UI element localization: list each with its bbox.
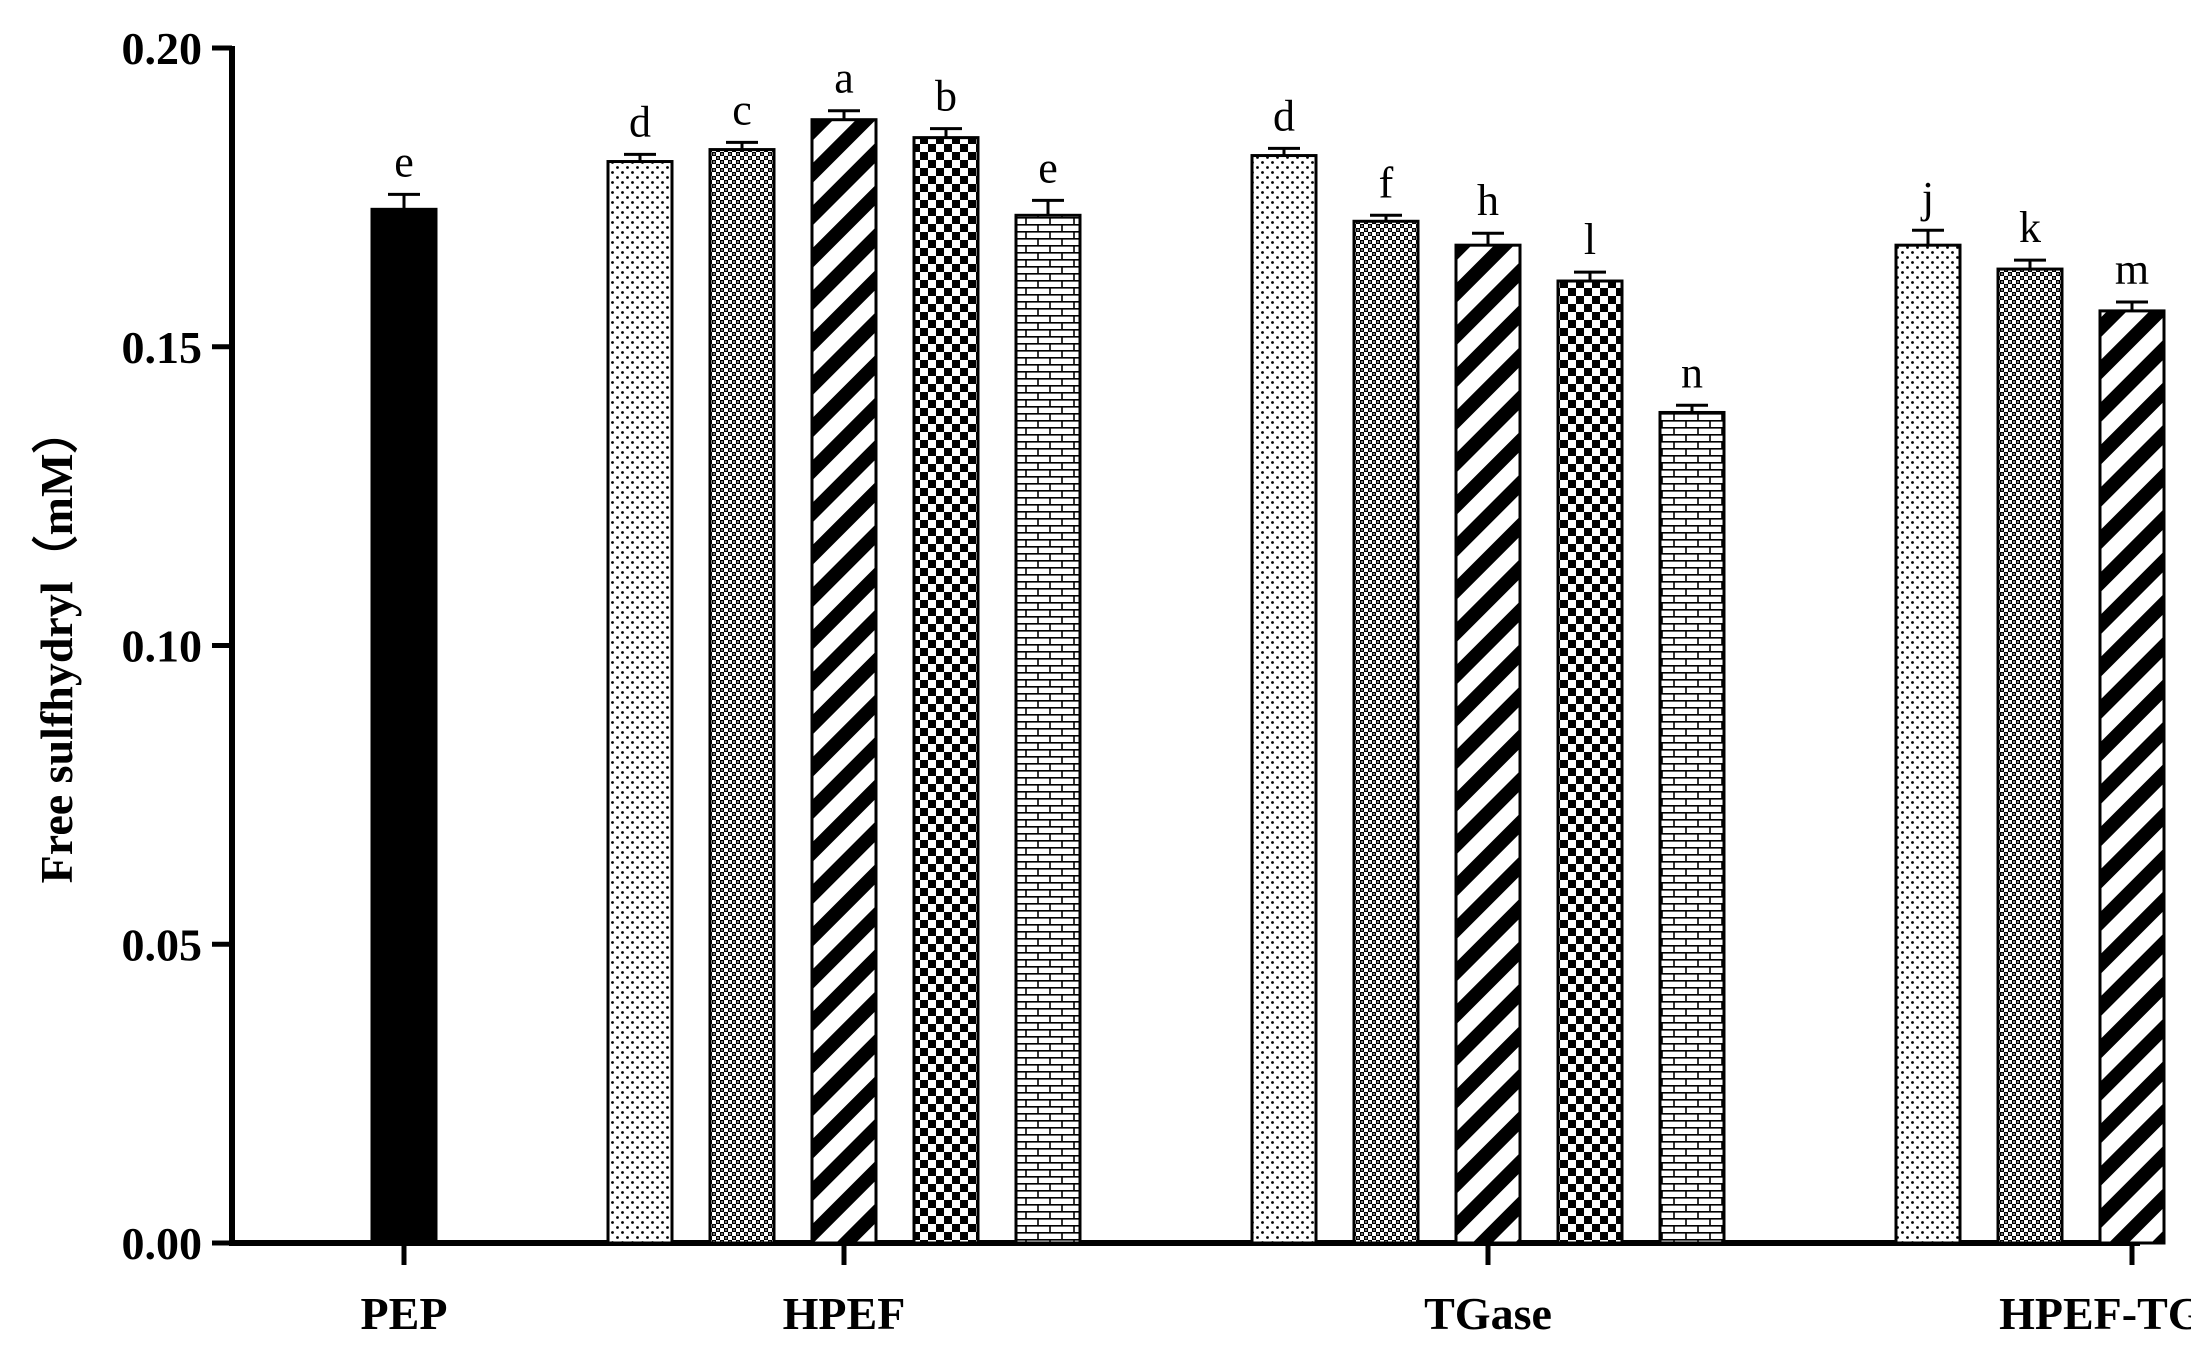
bar-tgase-3 — [1454, 243, 1522, 1245]
significance-label: d — [629, 97, 651, 146]
significance-label: n — [1681, 348, 1703, 397]
y-axis-label: Free sulfhydryl（mM） — [31, 408, 82, 884]
significance-label: a — [834, 54, 854, 103]
y-tick-label: 0.00 — [122, 1218, 203, 1269]
bar-hpef-5 — [1014, 213, 1082, 1245]
x-group-label: HPEF-TGase — [1999, 1288, 2191, 1339]
significance-label: f — [1379, 158, 1394, 207]
y-tick-label: 0.10 — [122, 621, 203, 672]
bar-hpef-3 — [810, 118, 878, 1245]
y-tick-label: 0.05 — [122, 919, 203, 970]
significance-label: b — [935, 72, 957, 121]
significance-label: j — [1920, 173, 1934, 222]
bar-tgase-1 — [1250, 154, 1318, 1245]
bar-hpef-1 — [606, 160, 674, 1245]
significance-label: d — [1273, 91, 1295, 140]
significance-label: h — [1477, 176, 1499, 225]
bar-hpef-tgase-3 — [2098, 309, 2166, 1245]
bar-tgase-5 — [1658, 410, 1726, 1245]
significance-label: m — [2115, 245, 2149, 294]
bar-hpef-2 — [708, 148, 776, 1245]
y-tick-label: 0.15 — [122, 322, 203, 373]
bar-tgase-4 — [1556, 279, 1624, 1245]
bar-hpef-tgase-1 — [1894, 243, 1962, 1245]
x-axis: PEP HPEF TGase HPEF-TGase — [229, 1240, 2191, 1339]
bar-hpef-4 — [912, 136, 980, 1245]
significance-label: k — [2019, 203, 2041, 252]
x-group-label: HPEF — [783, 1288, 906, 1339]
significance-label: c — [732, 85, 752, 134]
x-group-label: TGase — [1424, 1288, 1552, 1339]
bar-pep-1 — [370, 207, 438, 1245]
bar-hpef-tgase-2 — [1996, 267, 2064, 1245]
significance-label: l — [1584, 215, 1596, 264]
y-axis: 0.00 0.05 0.10 0.15 0.20 — [122, 23, 235, 1269]
significance-label: e — [394, 137, 414, 186]
x-group-label: PEP — [361, 1288, 448, 1339]
bar-tgase-2 — [1352, 219, 1420, 1245]
significance-label: e — [1038, 143, 1058, 192]
y-tick-label: 0.20 — [122, 23, 203, 74]
bars: edcabedfhlnjkmig — [370, 54, 2166, 1245]
